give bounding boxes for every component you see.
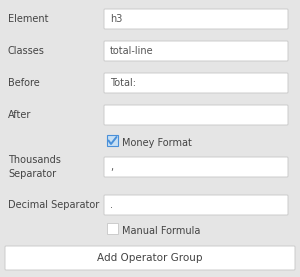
Text: h3: h3 — [110, 14, 122, 24]
FancyBboxPatch shape — [104, 73, 288, 93]
Text: After: After — [8, 110, 32, 120]
Text: total-line: total-line — [110, 46, 154, 56]
FancyBboxPatch shape — [107, 223, 118, 234]
FancyBboxPatch shape — [104, 41, 288, 61]
Text: Manual Formula: Manual Formula — [122, 226, 200, 236]
Text: Decimal Separator: Decimal Separator — [8, 200, 99, 210]
FancyBboxPatch shape — [5, 246, 295, 270]
Text: Classes: Classes — [8, 46, 45, 56]
Text: Element: Element — [8, 14, 49, 24]
FancyBboxPatch shape — [104, 195, 288, 215]
Text: Money Format: Money Format — [122, 138, 192, 148]
FancyBboxPatch shape — [104, 105, 288, 125]
Text: .: . — [110, 200, 113, 210]
FancyBboxPatch shape — [104, 9, 288, 29]
Text: Thousands
Separator: Thousands Separator — [8, 155, 61, 179]
Text: Add Operator Group: Add Operator Group — [97, 253, 203, 263]
Text: Total:: Total: — [110, 78, 136, 88]
Text: ,: , — [110, 162, 113, 172]
FancyBboxPatch shape — [104, 157, 288, 177]
Text: Before: Before — [8, 78, 40, 88]
FancyBboxPatch shape — [107, 135, 118, 146]
